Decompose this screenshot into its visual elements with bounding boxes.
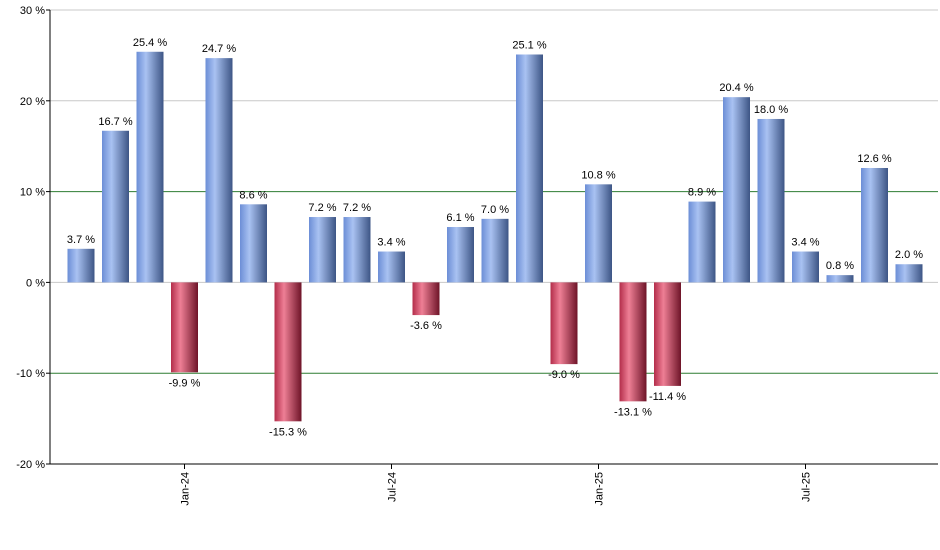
bar-data-label: -9.0 % <box>548 369 580 381</box>
bar-data-label: 25.4 % <box>133 37 167 49</box>
x-tick-label: Jan-24 <box>180 472 192 506</box>
bar <box>516 54 543 283</box>
bar-data-label: 18.0 % <box>754 104 788 116</box>
y-tick-label: -20 % <box>16 459 45 471</box>
y-tick-label: 20 % <box>20 96 45 108</box>
y-tick-label: 0 % <box>26 277 45 289</box>
bar-data-label: 24.7 % <box>202 43 236 55</box>
bar-data-label: 2.0 % <box>895 249 923 261</box>
bar-data-label: -9.9 % <box>169 377 201 389</box>
bar <box>585 184 612 283</box>
bar <box>309 217 336 283</box>
bar <box>240 204 267 283</box>
bar-data-label: 10.8 % <box>581 169 615 181</box>
data-labels: 3.7 % 16.7 % 25.4 % -9.9 % 24.7 % 8.6 % -15.3 … <box>67 37 923 439</box>
bar <box>861 167 888 283</box>
x-tick-label: Jul-24 <box>387 472 399 502</box>
y-tick-label: 10 % <box>20 187 45 199</box>
bar-data-label: -11.4 % <box>649 391 686 403</box>
bar-data-label: 8.9 % <box>688 187 716 199</box>
bar <box>688 201 716 283</box>
bar <box>205 58 233 283</box>
bar <box>102 130 129 283</box>
bar <box>826 275 854 283</box>
bar <box>447 227 474 283</box>
bar-data-label: 8.6 % <box>239 189 267 201</box>
bar <box>481 218 509 283</box>
bar-data-label: 16.7 % <box>98 116 132 128</box>
bar <box>67 248 95 283</box>
bar-data-label: 25.1 % <box>512 39 546 51</box>
bar <box>343 217 371 283</box>
bar <box>550 282 578 365</box>
bar <box>412 282 440 316</box>
bar-data-label: 6.1 % <box>446 212 474 224</box>
bar <box>274 282 302 422</box>
bar-data-label: 7.2 % <box>308 202 336 214</box>
axes: 30 % 20 % 10 % 0 % -10 % -20 % Jan-24 Jul-24 Jan… <box>16 5 938 506</box>
bar <box>136 51 164 283</box>
x-tick-label: Jan-25 <box>594 472 606 506</box>
bar-data-label: 3.4 % <box>791 237 819 249</box>
bar-data-label: 7.2 % <box>343 202 371 214</box>
bar-data-label: -3.6 % <box>410 320 442 332</box>
bar-data-label: 20.4 % <box>719 82 753 94</box>
bar-data-label: -15.3 % <box>269 426 307 438</box>
bar <box>619 282 647 402</box>
bar-data-label: 3.7 % <box>67 234 95 246</box>
bar <box>378 251 405 283</box>
bar <box>654 282 681 386</box>
x-tick-label: Jul-25 <box>801 472 813 502</box>
bar-data-label: 0.8 % <box>826 260 854 272</box>
bar-data-label: 3.4 % <box>377 237 405 249</box>
bar <box>757 118 785 283</box>
bar-data-label: -13.1 % <box>614 406 652 418</box>
bar-data-label: 7.0 % <box>481 204 509 216</box>
bars <box>67 51 923 422</box>
bar <box>723 97 750 283</box>
bar <box>895 264 923 283</box>
bar <box>171 282 198 373</box>
bar <box>792 251 819 283</box>
y-tick-label: -10 % <box>16 368 45 380</box>
bar-data-label: 12.6 % <box>857 153 891 165</box>
y-tick-label: 30 % <box>20 5 45 17</box>
